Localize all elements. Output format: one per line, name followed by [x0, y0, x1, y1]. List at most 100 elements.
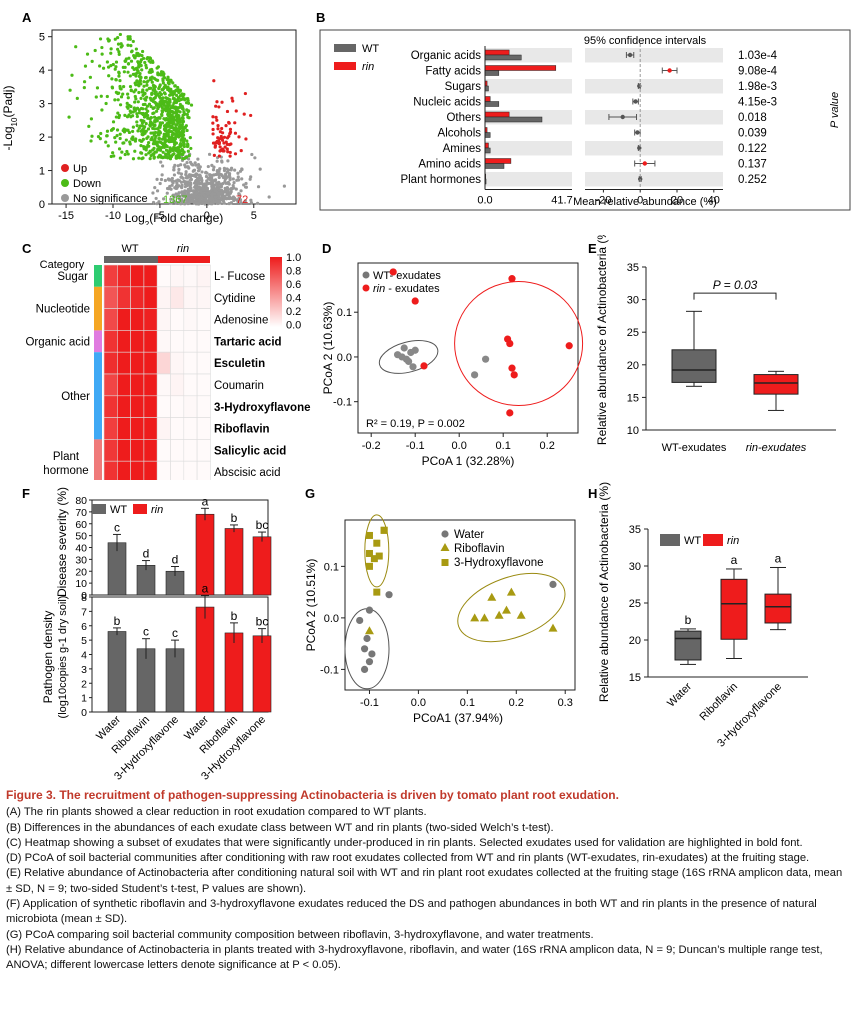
ns-point: [197, 167, 202, 171]
ns-point: [192, 174, 196, 178]
down-point: [113, 37, 117, 41]
ns-point: [168, 184, 172, 189]
rin-bar: [484, 158, 512, 164]
tick-label: 7: [81, 606, 87, 618]
down-point: [158, 96, 162, 100]
p-value: 9.08e-4: [738, 66, 778, 78]
down-point: [159, 92, 164, 96]
heatmap-cell: [156, 373, 171, 397]
ns-point: [213, 192, 217, 196]
down-point: [109, 47, 113, 51]
heatmap-cell: [130, 417, 145, 440]
water-point: [368, 650, 376, 658]
riboflavin-point: [506, 587, 516, 596]
tick-label: 15: [627, 392, 639, 404]
ns-point: [172, 195, 176, 199]
ns-point: [207, 152, 212, 156]
down-point: [169, 129, 174, 134]
heatmap-cell: [143, 351, 158, 375]
heatmap-cell: [117, 351, 131, 375]
ci-point: [637, 83, 642, 89]
svg-text:WT- exudates: WT- exudates: [373, 270, 441, 282]
svg-text:Up: Up: [73, 163, 87, 175]
down-point: [138, 78, 142, 82]
heatmap-cell: [143, 395, 158, 418]
down-point: [180, 104, 184, 108]
heatmap-cell: [130, 264, 145, 288]
ns-point: [204, 174, 209, 179]
caption-item: (F) Application of synthetic riboflavin …: [6, 898, 817, 926]
heatmap-cell: [183, 308, 198, 331]
ns-point: [208, 173, 212, 177]
down-point: [131, 157, 136, 161]
p-value: 0.039: [738, 128, 767, 140]
tick-label: 0.3: [558, 697, 573, 709]
up-point: [211, 121, 215, 125]
scale-tick: 0.4: [286, 293, 301, 305]
down-point: [149, 98, 153, 102]
heatmap-cell: [156, 286, 171, 309]
up-point: [228, 150, 232, 155]
panel-letter-e: E: [588, 241, 597, 256]
down-point: [165, 97, 169, 101]
down-point: [82, 80, 87, 84]
category-label: Other: [61, 391, 90, 403]
ns-point: [215, 187, 219, 191]
down-point: [159, 101, 163, 106]
down-point: [133, 100, 137, 104]
heatmap-cell: [156, 308, 171, 331]
ns-point: [208, 189, 212, 194]
riboflavin-point: [501, 605, 511, 614]
ns-point: [232, 186, 236, 190]
group-rin: rin: [177, 243, 189, 255]
down-point: [122, 70, 126, 74]
riboflavin-point: [364, 626, 374, 635]
down-point: [165, 144, 169, 149]
down-point: [148, 120, 153, 124]
water-point: [360, 665, 369, 673]
tick-label: -10: [105, 210, 121, 222]
water-point: [363, 634, 371, 643]
down-point: [151, 106, 155, 110]
legend-label: 3-Hydroxyflavone: [454, 557, 543, 569]
down-point: [105, 94, 109, 99]
ns-point: [240, 177, 244, 181]
down-point: [137, 54, 141, 58]
svg-text:No significance: No significance: [73, 193, 148, 205]
ns-point: [211, 168, 216, 172]
heatmap-cell: [130, 308, 145, 331]
down-point: [166, 132, 170, 136]
down-point: [100, 52, 104, 56]
ns-point: [244, 181, 248, 186]
heatmap-cell: [130, 439, 145, 462]
down-point: [90, 134, 94, 138]
tick-label: 15: [629, 672, 641, 684]
down-point: [164, 104, 168, 109]
tick-label: 0: [637, 195, 643, 207]
ns-point: [177, 191, 181, 195]
down-point: [172, 97, 176, 101]
down-point: [107, 74, 111, 78]
down-point: [140, 68, 144, 72]
down-point: [160, 98, 164, 102]
down-point: [116, 42, 121, 46]
down-point: [116, 98, 120, 102]
down-point: [155, 109, 159, 113]
down-point: [114, 78, 118, 82]
p-value: 0.252: [738, 174, 767, 186]
down-point: [153, 139, 157, 143]
ns-point: [258, 167, 262, 171]
ns-point: [204, 185, 208, 189]
down-point: [131, 135, 135, 139]
up-point: [249, 113, 253, 118]
up-point: [231, 99, 235, 103]
down-point: [164, 152, 168, 156]
down-point: [118, 103, 123, 107]
ns-point: [180, 197, 184, 201]
ns-point: [187, 201, 191, 206]
down-point: [154, 150, 158, 154]
down-point: [117, 52, 121, 56]
heatmap-cell: [143, 417, 158, 440]
down-point: [129, 110, 133, 115]
heatmap-cell: [196, 439, 211, 462]
